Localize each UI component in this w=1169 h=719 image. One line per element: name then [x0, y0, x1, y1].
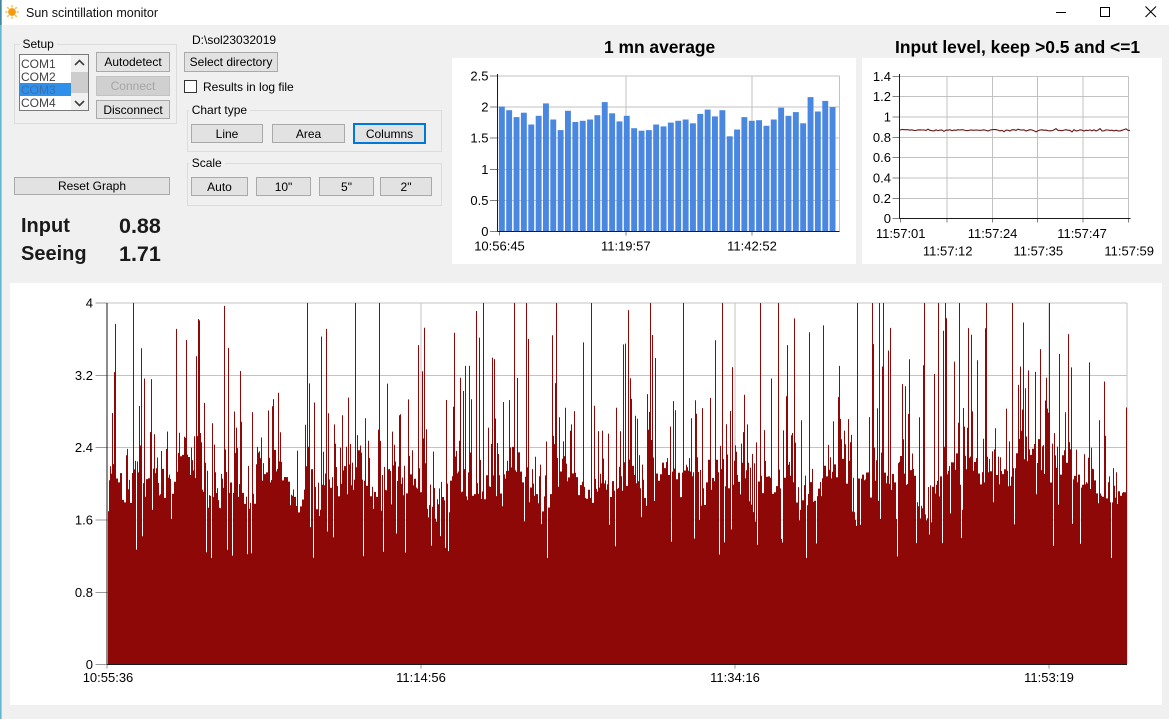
- svg-text:11:14:56: 11:14:56: [396, 670, 446, 685]
- svg-text:0: 0: [481, 224, 488, 239]
- svg-text:1.4: 1.4: [873, 69, 891, 84]
- svg-text:0.2: 0.2: [873, 191, 891, 206]
- svg-text:1: 1: [884, 110, 891, 125]
- svg-text:1.2: 1.2: [873, 89, 891, 104]
- svg-text:11:34:16: 11:34:16: [710, 670, 760, 685]
- svg-text:11:57:47: 11:57:47: [1057, 226, 1107, 241]
- svg-text:11:57:12: 11:57:12: [923, 244, 973, 259]
- svg-text:0.6: 0.6: [873, 150, 891, 165]
- svg-text:11:57:35: 11:57:35: [1013, 244, 1063, 259]
- svg-text:11:57:59: 11:57:59: [1104, 244, 1154, 259]
- svg-text:0.8: 0.8: [75, 585, 93, 600]
- svg-text:1.6: 1.6: [75, 513, 93, 528]
- svg-text:2.4: 2.4: [75, 440, 93, 455]
- svg-text:0.5: 0.5: [470, 193, 488, 208]
- svg-text:0.4: 0.4: [873, 171, 891, 186]
- svg-text:4: 4: [86, 296, 93, 311]
- svg-text:11:53:19: 11:53:19: [1024, 670, 1074, 685]
- svg-text:10:55:36: 10:55:36: [83, 670, 134, 685]
- svg-text:1: 1: [481, 162, 488, 177]
- svg-text:0.8: 0.8: [873, 130, 891, 145]
- svg-text:3.2: 3.2: [75, 368, 93, 383]
- svg-text:2.5: 2.5: [470, 69, 488, 84]
- svg-text:0: 0: [884, 211, 891, 226]
- svg-text:11:42:52: 11:42:52: [727, 239, 777, 254]
- svg-text:10:56:45: 10:56:45: [474, 239, 525, 254]
- svg-text:0: 0: [86, 657, 93, 672]
- svg-text:11:57:01: 11:57:01: [876, 226, 926, 241]
- svg-text:2: 2: [481, 100, 488, 115]
- svg-text:11:19:57: 11:19:57: [601, 239, 651, 254]
- svg-text:1.5: 1.5: [470, 131, 488, 146]
- svg-text:11:57:24: 11:57:24: [968, 226, 1018, 241]
